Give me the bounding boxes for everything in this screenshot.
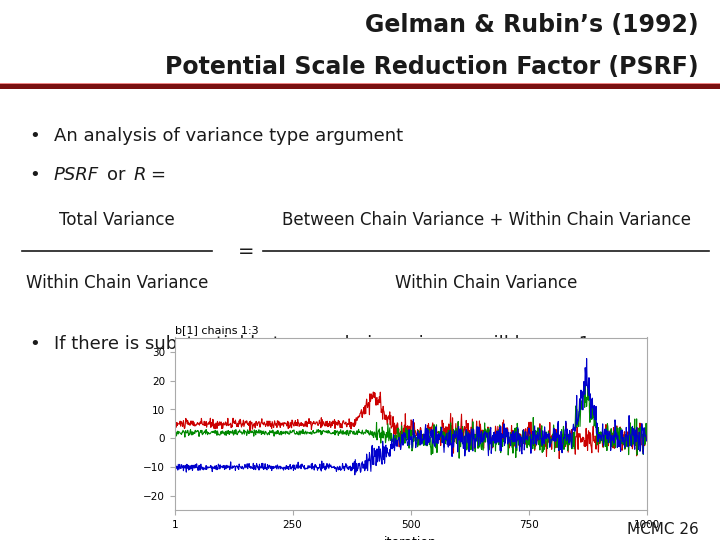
Text: Total Variance: Total Variance xyxy=(59,211,175,229)
Text: =: = xyxy=(238,242,254,261)
Text: Potential Scale Reduction Factor (PSRF): Potential Scale Reduction Factor (PSRF) xyxy=(165,55,698,79)
Text: PSRF: PSRF xyxy=(54,166,99,184)
Text: Between Chain Variance + Within Chain Variance: Between Chain Variance + Within Chain Va… xyxy=(282,211,690,229)
Text: R: R xyxy=(133,166,145,184)
Text: •: • xyxy=(29,166,40,184)
Text: or: or xyxy=(107,166,125,184)
Text: •: • xyxy=(29,127,40,145)
Text: Within Chain Variance: Within Chain Variance xyxy=(26,274,208,292)
Text: If there is substantial between-chain variance, will be >> 1: If there is substantial between-chain va… xyxy=(54,335,590,353)
Text: •: • xyxy=(29,335,40,353)
Text: =: = xyxy=(150,166,165,184)
X-axis label: iteration: iteration xyxy=(384,536,437,540)
Text: b[1] chains 1:3: b[1] chains 1:3 xyxy=(175,325,258,335)
Text: MCMC 26: MCMC 26 xyxy=(626,522,698,537)
Text: An analysis of variance type argument: An analysis of variance type argument xyxy=(54,127,403,145)
Text: Within Chain Variance: Within Chain Variance xyxy=(395,274,577,292)
Text: Gelman & Rubin’s (1992): Gelman & Rubin’s (1992) xyxy=(365,14,698,37)
